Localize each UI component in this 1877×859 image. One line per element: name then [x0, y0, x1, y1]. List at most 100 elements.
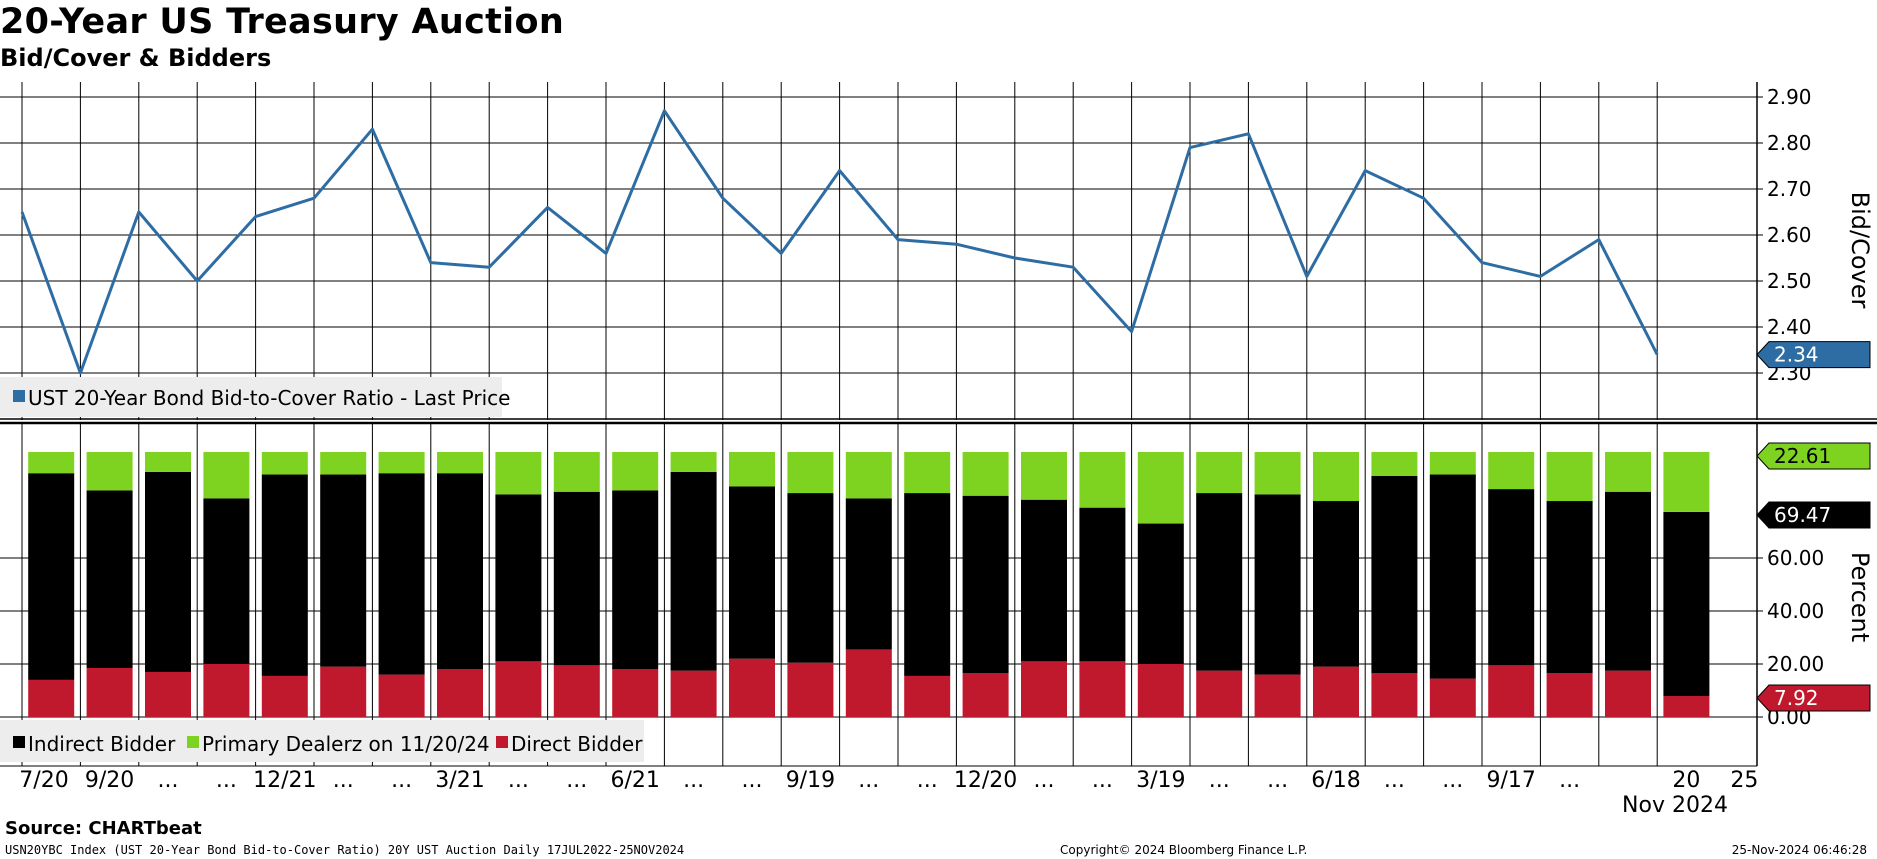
direct-bidder-bar: [1371, 673, 1418, 717]
direct-bidder-bar: [378, 674, 425, 717]
direct-bidder-bar: [28, 679, 75, 717]
indirect-bidder-bar: [86, 490, 133, 668]
indirect-bidder-bar: [1371, 475, 1418, 674]
direct-bidder-bar: [1429, 678, 1476, 717]
indirect-bidder-bar: [378, 473, 425, 675]
x-tick-label: 25: [1730, 768, 1758, 793]
legend-direct-label: Direct Bidder: [511, 732, 643, 756]
primary-dealer-bar: [1663, 452, 1710, 512]
top-y-tick-label: 2.70: [1767, 177, 1812, 201]
primary-dealer-bar: [729, 452, 775, 487]
x-tick-label: 9/19: [786, 768, 835, 793]
primary-dealer-bar: [670, 452, 717, 472]
indirect-bidder-bar: [261, 474, 308, 676]
direct-last-tag-text: 7.92: [1774, 686, 1819, 710]
primary-dealer-bar: [320, 452, 367, 475]
x-tick-label: ...: [1267, 768, 1288, 793]
indirect-bidder-bar: [1313, 501, 1359, 667]
direct-bidder-bar: [261, 675, 308, 717]
indirect-bidder-bar: [1254, 494, 1301, 675]
x-axis: 7/20 9/20...... 12/21...... 3/21...... 6/21.…: [19, 768, 1758, 818]
primary-last-tag-shape: [1756, 442, 1871, 470]
indirect-bidder-bar: [203, 498, 250, 664]
primary-last-tag-text: 22.61: [1774, 444, 1831, 468]
primary-dealer-bar: [553, 452, 600, 492]
chart-title: 20-Year US Treasury Auction: [0, 2, 565, 42]
direct-bidder-bar: [904, 675, 951, 717]
primary-dealer-bar: [261, 452, 308, 475]
bid-cover-last-tag-text: 2.34: [1774, 343, 1819, 367]
primary-dealer-bar: [1371, 452, 1418, 476]
x-tick-label: ...: [1384, 768, 1405, 793]
x-tick-label: ...: [1442, 768, 1463, 793]
primary-dealer-bar: [1488, 452, 1535, 490]
direct-bidder-bar: [145, 671, 191, 717]
indirect-bidder-bar: [1079, 507, 1126, 662]
x-tick-label: 20: [1672, 768, 1700, 793]
legend-direct-swatch: [496, 736, 508, 748]
bottom-y-tick-label: 60.00: [1767, 546, 1824, 570]
top-panel-grid: [0, 82, 1877, 425]
x-tick-label: 9/17: [1486, 768, 1535, 793]
indirect-bidder-bar: [320, 474, 367, 667]
primary-dealer-bar: [28, 452, 75, 474]
x-tick-label: 3/19: [1136, 768, 1185, 793]
indirect-bidder-bar: [553, 491, 600, 666]
direct-bidder-bar: [670, 670, 717, 717]
direct-bidder-bar: [729, 658, 775, 717]
direct-bidder-bar: [495, 661, 542, 717]
x-tick-label: 6/21: [610, 768, 659, 793]
top-y-tick-label: 2.80: [1767, 131, 1812, 155]
top-legend-label: UST 20-Year Bond Bid-to-Cover Ratio - La…: [28, 386, 510, 410]
primary-dealer-bar: [203, 452, 250, 499]
chart-subtitle: Bid/Cover & Bidders: [0, 44, 272, 72]
direct-last-tag-shape: [1756, 684, 1871, 712]
primary-dealer-bar: [495, 452, 542, 495]
indirect-bidder-bar: [437, 473, 483, 670]
x-tick-label: ...: [508, 768, 529, 793]
bottom-y-axis-title: Percent: [1846, 552, 1874, 642]
primary-dealer-bar: [612, 452, 659, 491]
bid-cover-line-series: [20, 109, 1659, 375]
indirect-bidder-bar: [1605, 491, 1651, 671]
indirect-bidder-bar: [1663, 511, 1710, 697]
bottom-legend-box: [0, 720, 644, 762]
direct-bidder-bar: [1196, 670, 1243, 717]
top-y-axis-title: Bid/Cover: [1846, 192, 1874, 309]
copyright-note: Copyright© 2024 Bloomberg Finance L.P.: [1060, 843, 1308, 857]
primary-dealer-bar: [378, 452, 425, 474]
primary-dealer-bar: [1021, 452, 1067, 500]
direct-bidder-bar: [1254, 674, 1301, 717]
indirect-bidder-bar: [1546, 501, 1593, 674]
direct-bidder-bar: [1663, 696, 1710, 717]
indirect-bidder-bar: [1137, 523, 1184, 664]
indirect-bidder-bar: [1021, 499, 1067, 662]
top-y-tick-label: 2.40: [1767, 315, 1812, 339]
direct-bidder-bar: [845, 649, 892, 717]
primary-dealer-bar: [904, 452, 951, 494]
indirect-last-tag-shape: [1756, 501, 1871, 529]
primary-dealer-bar: [845, 452, 892, 499]
bid-cover-last-tag-shape: [1756, 341, 1871, 369]
x-tick-label: ...: [858, 768, 879, 793]
x-tick-label: 12/21: [253, 768, 316, 793]
indirect-bidder-bar: [1488, 489, 1535, 666]
indirect-bidder-bar: [962, 495, 1009, 674]
legends: UST 20-Year Bond Bid-to-Cover Ratio - La…: [0, 377, 644, 762]
direct-bidder-bar: [1488, 665, 1535, 717]
primary-dealer-bar: [86, 452, 133, 491]
direct-bidder-bar: [787, 662, 834, 717]
direct-bidder-bar: [1137, 664, 1184, 717]
x-tick-label: ...: [333, 768, 354, 793]
primary-dealer-bar: [787, 452, 834, 494]
indirect-bidder-bar: [612, 490, 659, 670]
legend-primary-label: Primary Dealerz on 11/20/24: [202, 732, 490, 756]
indirect-bidder-bar: [28, 473, 75, 680]
x-tick-label: ...: [1034, 768, 1055, 793]
x-tick-label: 3/21: [435, 768, 484, 793]
timestamp: 25-Nov-2024 06:46:28: [1731, 843, 1867, 857]
primary-dealer-bar: [437, 452, 483, 474]
top-y-tick-label: 2.90: [1767, 85, 1812, 109]
